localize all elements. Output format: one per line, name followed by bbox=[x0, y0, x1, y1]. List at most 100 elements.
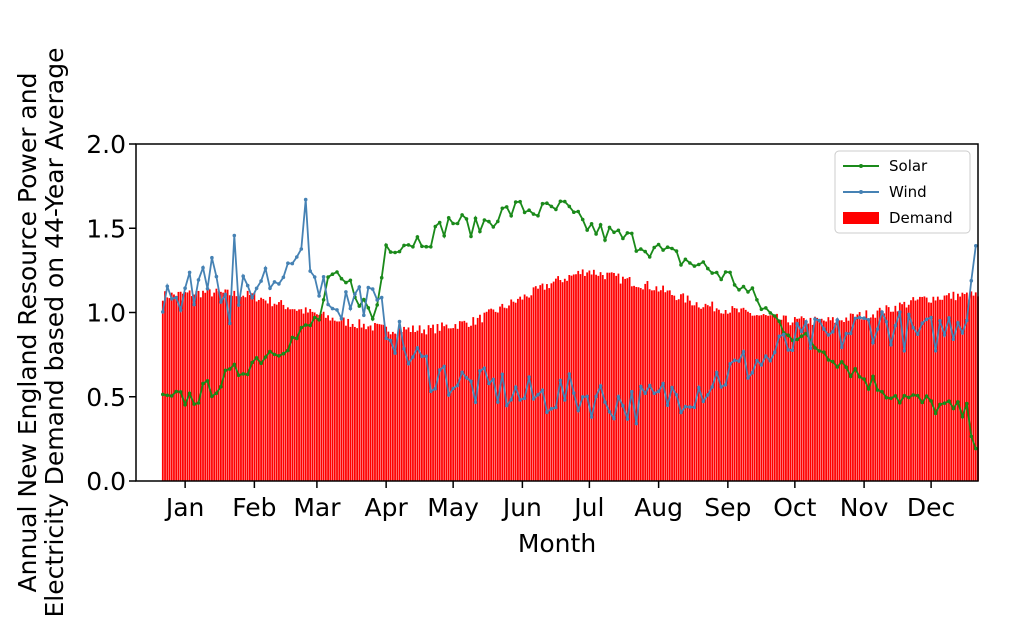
demand-bar bbox=[333, 320, 336, 481]
solar-point bbox=[446, 216, 451, 220]
demand-bar bbox=[945, 295, 948, 481]
demand-bar bbox=[358, 319, 361, 481]
wind-point bbox=[509, 397, 513, 402]
demand-bar bbox=[521, 299, 524, 481]
solar-point bbox=[362, 297, 366, 302]
wind-point bbox=[558, 378, 563, 383]
demand-bar bbox=[195, 291, 198, 481]
demand-bar bbox=[709, 306, 711, 481]
wind-point bbox=[379, 295, 384, 300]
wind-point bbox=[326, 302, 330, 307]
legend-demand-label: Demand bbox=[889, 209, 953, 227]
wind-point bbox=[871, 340, 875, 345]
demand-bar bbox=[300, 309, 303, 481]
demand-bar bbox=[653, 290, 656, 481]
demand-bar bbox=[398, 328, 401, 481]
wind-point bbox=[822, 327, 826, 331]
y-axis-title-line-1: Annual New England Resource Power and bbox=[13, 73, 42, 593]
y-tick-label: 0.0 bbox=[86, 467, 126, 496]
wind-point bbox=[205, 287, 210, 291]
demand-bar bbox=[173, 294, 175, 481]
demand-bar bbox=[374, 322, 376, 481]
demand-bar bbox=[642, 289, 644, 481]
solar-point bbox=[451, 221, 455, 226]
solar-point bbox=[750, 286, 755, 290]
wind-point bbox=[679, 410, 683, 415]
solar-point bbox=[245, 372, 250, 377]
wind-point bbox=[835, 318, 840, 322]
wind-point bbox=[607, 410, 612, 414]
demand-bar bbox=[968, 299, 970, 481]
solar-point bbox=[478, 229, 482, 234]
wind-point bbox=[719, 385, 723, 389]
solar-point bbox=[737, 288, 741, 292]
demand-bar bbox=[231, 295, 233, 481]
demand-bar bbox=[932, 296, 935, 481]
solar-point bbox=[549, 204, 554, 209]
demand-bar bbox=[380, 324, 383, 481]
demand-bars bbox=[161, 269, 979, 481]
demand-bar bbox=[760, 315, 763, 481]
wind-point bbox=[643, 391, 647, 396]
wind-point bbox=[875, 327, 880, 331]
demand-bar bbox=[166, 297, 169, 481]
demand-bar bbox=[367, 326, 370, 481]
demand-bar bbox=[539, 285, 542, 481]
solar-point bbox=[598, 223, 603, 227]
wind-point bbox=[183, 286, 187, 291]
demand-bar bbox=[807, 323, 810, 481]
wind-point bbox=[706, 393, 710, 397]
solar-point bbox=[799, 334, 804, 339]
demand-bar bbox=[954, 300, 957, 481]
demand-bar bbox=[856, 314, 859, 481]
demand-bar bbox=[860, 319, 863, 481]
solar-point bbox=[974, 446, 978, 451]
demand-bar bbox=[501, 303, 504, 481]
demand-bar bbox=[659, 290, 662, 481]
demand-bar bbox=[749, 313, 752, 481]
wind-point bbox=[728, 362, 732, 366]
solar-point bbox=[692, 264, 697, 268]
demand-bar bbox=[226, 289, 229, 481]
demand-bar bbox=[327, 315, 329, 481]
solar-point bbox=[759, 307, 764, 312]
solar-point bbox=[281, 351, 286, 356]
solar-point bbox=[706, 266, 710, 271]
wind-point bbox=[402, 347, 406, 351]
demand-bar bbox=[619, 283, 622, 481]
solar-point bbox=[732, 283, 737, 287]
wind-point bbox=[388, 338, 393, 343]
demand-bar bbox=[316, 314, 318, 481]
solar-point bbox=[563, 199, 567, 204]
solar-point bbox=[688, 261, 692, 265]
solar-point bbox=[321, 298, 326, 302]
solar-point bbox=[344, 280, 348, 285]
solar-point bbox=[911, 393, 915, 397]
demand-bar bbox=[887, 307, 890, 481]
solar-point bbox=[496, 219, 500, 224]
legend-solar-label: Solar bbox=[889, 157, 928, 175]
demand-bar bbox=[697, 307, 700, 481]
x-tick-label: Sep bbox=[704, 493, 751, 522]
solar-point bbox=[518, 199, 522, 204]
solar-point bbox=[665, 245, 670, 249]
demand-bar bbox=[338, 321, 341, 481]
wind-point bbox=[947, 316, 951, 320]
wind-point bbox=[187, 270, 192, 275]
demand-bar bbox=[508, 305, 510, 481]
wind-point bbox=[281, 275, 286, 280]
demand-bar bbox=[170, 292, 173, 481]
solar-point bbox=[370, 317, 375, 321]
demand-bar bbox=[818, 319, 821, 481]
demand-bar bbox=[566, 280, 568, 481]
demand-bar bbox=[606, 272, 609, 481]
demand-bar bbox=[427, 325, 430, 481]
demand-bar bbox=[458, 321, 461, 481]
wind-point bbox=[755, 358, 759, 363]
solar-point bbox=[509, 214, 513, 218]
x-tick-label: Dec bbox=[907, 493, 955, 522]
demand-bar bbox=[758, 315, 761, 481]
wind-point bbox=[911, 325, 915, 330]
solar-point bbox=[482, 218, 487, 222]
